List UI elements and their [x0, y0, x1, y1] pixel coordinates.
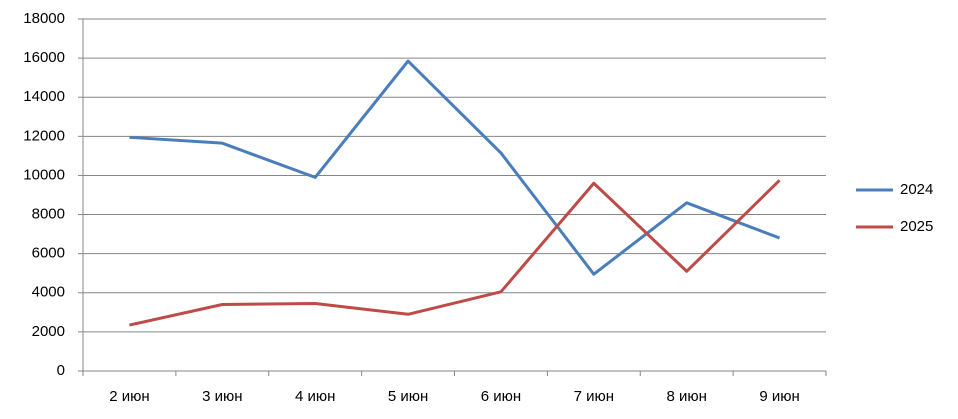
x-tick-label: 7 июн: [574, 388, 614, 405]
x-tick-label: 9 июн: [759, 388, 799, 405]
series-line: [129, 179, 781, 327]
y-tick-label: 0: [57, 362, 65, 379]
y-tick-label: 12000: [23, 127, 65, 144]
x-tick-label: 6 июн: [481, 388, 521, 405]
y-tick-label: 18000: [23, 10, 65, 27]
x-tick-label: 5 июн: [388, 388, 428, 405]
y-tick-label: 16000: [23, 49, 65, 66]
y-tick-label: 4000: [32, 284, 65, 301]
y-tick-label: 10000: [23, 166, 65, 183]
x-tick-label: 3 июн: [202, 388, 242, 405]
y-tick-label: 14000: [23, 88, 65, 105]
x-tick-label: 2 июн: [109, 388, 149, 405]
series-line: [129, 59, 781, 276]
legend-label: 2024: [900, 181, 933, 198]
legend-label: 2025: [900, 218, 933, 235]
x-tick-label: 8 июн: [666, 388, 706, 405]
y-tick-label: 6000: [32, 245, 65, 262]
x-tick-label: 4 июн: [295, 388, 335, 405]
y-tick-label: 2000: [32, 323, 65, 340]
y-tick-label: 8000: [32, 206, 65, 223]
